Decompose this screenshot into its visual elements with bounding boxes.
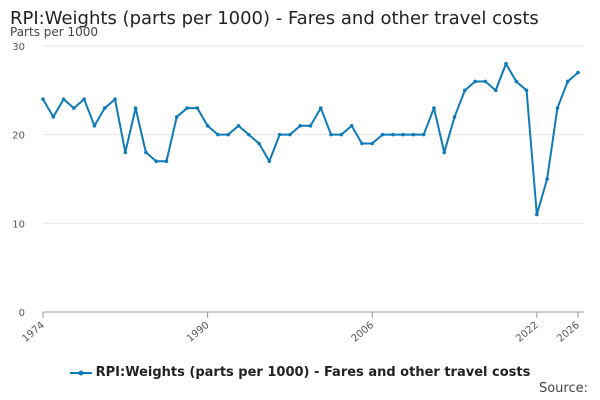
- data-point: [565, 79, 570, 84]
- data-point: [463, 88, 467, 93]
- data-point: [226, 132, 230, 137]
- data-point: [452, 115, 457, 119]
- data-point: [164, 159, 169, 164]
- data-point: [154, 159, 158, 164]
- y-tick-label: 10: [12, 219, 25, 230]
- data-point: [391, 132, 395, 137]
- data-point: [411, 132, 416, 137]
- data-point: [123, 150, 128, 155]
- legend[interactable]: RPI:Weights (parts per 1000) - Fares and…: [0, 365, 600, 380]
- data-point: [82, 97, 86, 101]
- data-point: [61, 97, 66, 101]
- data-point: [113, 97, 117, 101]
- data-point: [102, 106, 107, 110]
- data-point: [246, 132, 251, 137]
- data-point: [442, 150, 447, 155]
- data-point: [277, 132, 282, 137]
- data-point: [267, 159, 272, 164]
- data-point: [92, 124, 97, 128]
- data-point: [473, 79, 477, 84]
- data-point: [514, 79, 519, 84]
- data-point: [545, 177, 549, 181]
- data-point: [504, 61, 508, 66]
- legend-label: RPI:Weights (parts per 1000) - Fares and…: [95, 365, 531, 380]
- data-point: [401, 132, 405, 137]
- data-point: [72, 106, 76, 110]
- data-point: [257, 141, 261, 146]
- y-tick-label: 20: [12, 131, 25, 142]
- data-point: [421, 132, 426, 137]
- data-point: [205, 124, 210, 128]
- x-tick-label: 1974: [20, 320, 47, 345]
- data-point: [195, 106, 200, 110]
- data-point: [298, 124, 303, 128]
- x-tick-label: 2022: [514, 320, 541, 345]
- data-point: [349, 124, 354, 128]
- y-tick-label: 30: [12, 42, 25, 53]
- data-point: [329, 132, 333, 137]
- y-tick-label: 0: [19, 308, 25, 319]
- data-point: [524, 88, 529, 93]
- data-point: [555, 106, 560, 110]
- data-point: [576, 70, 580, 75]
- legend-swatch-icon: [69, 370, 92, 375]
- data-point: [360, 141, 364, 146]
- data-point: [216, 132, 220, 137]
- x-tick-label: 1990: [185, 320, 212, 345]
- data-point: [174, 115, 179, 119]
- x-tick-label: 2026: [555, 320, 582, 345]
- series-line: [42, 62, 579, 216]
- data-point: [133, 106, 138, 110]
- chart-title: RPI:Weights (parts per 1000) - Fares and…: [10, 8, 539, 29]
- data-point: [236, 124, 241, 128]
- data-point: [380, 132, 385, 137]
- data-point: [483, 79, 488, 84]
- data-point: [535, 212, 539, 217]
- y-axis-unit-label: Parts per 1000: [10, 25, 99, 39]
- source-label: Source:: [538, 381, 588, 396]
- x-tick-label: 2006: [350, 320, 377, 345]
- data-point: [370, 141, 375, 146]
- data-point: [144, 150, 148, 155]
- data-point: [432, 106, 436, 110]
- data-point: [493, 88, 498, 93]
- data-point: [318, 106, 323, 110]
- data-point: [308, 124, 313, 128]
- data-point: [51, 115, 56, 119]
- line-chart: 0 10 20 30 1974 1990 2006 2022 2026: [12, 42, 584, 345]
- data-point: [288, 132, 292, 137]
- data-point: [185, 106, 189, 110]
- data-point: [339, 132, 344, 137]
- data-point: [41, 97, 45, 101]
